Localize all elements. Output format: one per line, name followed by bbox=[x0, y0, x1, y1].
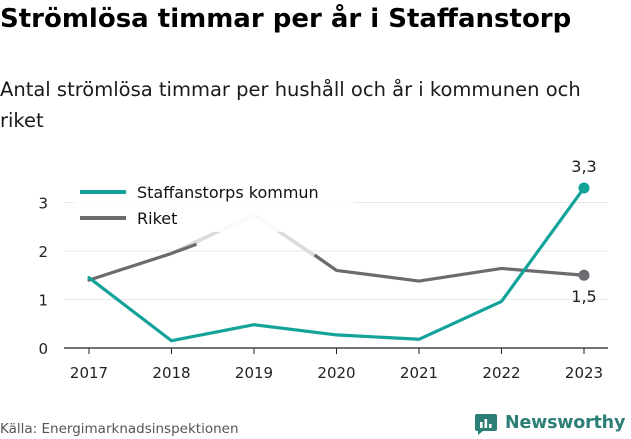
series-line-staffanstorp bbox=[87, 186, 586, 343]
end-label-riket: 1,5 bbox=[571, 287, 596, 306]
legend-label: Staffanstorps kommun bbox=[137, 183, 319, 202]
chart-subtitle: Antal strömlösa timmar per hushåll och å… bbox=[0, 78, 581, 132]
source-note: Källa: Energimarknadsinspektionen bbox=[0, 421, 239, 437]
x-tick-label: 2019 bbox=[235, 364, 273, 382]
legend-background bbox=[74, 180, 354, 232]
end-point-staffanstorp bbox=[578, 182, 590, 194]
x-tick-label: 2020 bbox=[317, 364, 355, 382]
end-labels: 3,3 1,5 bbox=[571, 157, 596, 306]
end-label-staffanstorp: 3,3 bbox=[571, 157, 596, 176]
legend-label: Riket bbox=[137, 209, 177, 228]
series-line-riket-segment bbox=[170, 242, 198, 255]
x-tick-label: 2022 bbox=[482, 364, 520, 382]
x-tick-label: 2018 bbox=[152, 364, 190, 382]
series-lines bbox=[87, 182, 590, 343]
y-tick-label: 3 bbox=[38, 195, 48, 213]
y-tick-label: 2 bbox=[38, 243, 48, 261]
y-axis: 0 1 2 3 bbox=[38, 195, 48, 359]
x-axis: 2017 2018 2019 2020 2021 2022 2023 bbox=[64, 347, 608, 382]
newsworthy-logo: Newsworthy bbox=[474, 409, 625, 437]
x-tick-label: 2023 bbox=[565, 364, 603, 382]
x-tick-label: 2017 bbox=[70, 364, 108, 382]
newsworthy-icon bbox=[475, 414, 497, 435]
y-tick-label: 0 bbox=[38, 340, 48, 358]
chart-title: Strömlösa timmar per år i Staffanstorp bbox=[0, 4, 572, 34]
end-point-riket bbox=[578, 269, 590, 281]
x-tick-label: 2021 bbox=[400, 364, 438, 382]
y-tick-label: 1 bbox=[38, 292, 48, 310]
brand-name: Newsworthy bbox=[505, 413, 626, 433]
series-line-riket-segment bbox=[313, 253, 338, 272]
legend: Staffanstorps kommun Riket bbox=[74, 180, 354, 232]
